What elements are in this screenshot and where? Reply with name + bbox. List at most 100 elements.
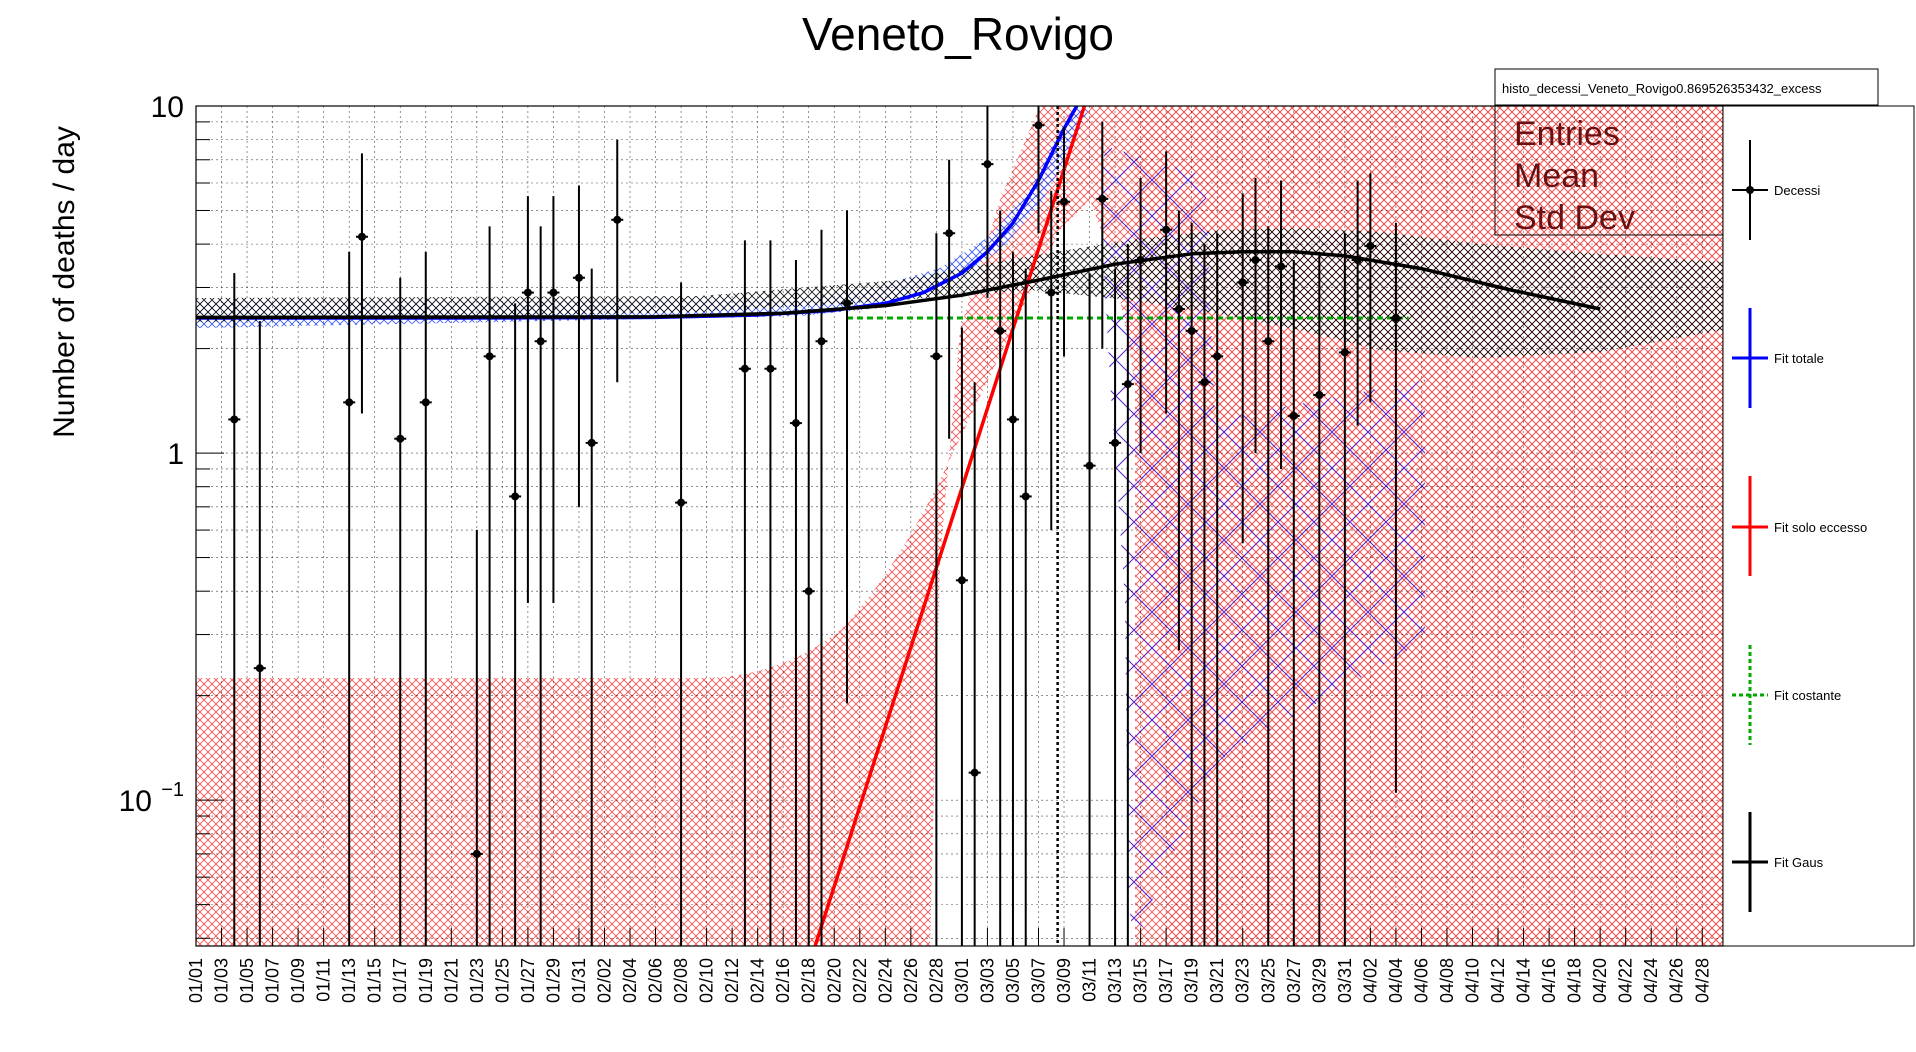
stats-stddev-label: Std Dev bbox=[1514, 199, 1635, 237]
x-tick-label: 03/01 bbox=[952, 958, 972, 1003]
data-point bbox=[485, 352, 494, 361]
data-point bbox=[1277, 262, 1286, 271]
chart-marks bbox=[196, 106, 1601, 946]
data-point bbox=[1174, 305, 1183, 314]
x-tick-label: 03/13 bbox=[1105, 958, 1125, 1003]
data-point bbox=[945, 229, 954, 238]
x-tick-label: 02/14 bbox=[748, 958, 768, 1003]
x-tick-label: 01/03 bbox=[212, 958, 232, 1003]
data-point bbox=[1391, 314, 1400, 323]
data-point bbox=[766, 364, 775, 373]
x-tick-label: 02/16 bbox=[773, 958, 793, 1003]
data-point bbox=[740, 364, 749, 373]
data-point bbox=[345, 398, 354, 407]
x-tick-label: 01/09 bbox=[288, 958, 308, 1003]
data-point bbox=[230, 415, 239, 424]
x-tick-label: 02/02 bbox=[594, 958, 614, 1003]
x-tick-label: 03/15 bbox=[1131, 958, 1151, 1003]
legend-label-fit-totale: Fit totale bbox=[1774, 351, 1824, 366]
x-tick-label: 04/20 bbox=[1590, 958, 1610, 1003]
data-point bbox=[1085, 461, 1094, 470]
x-tick-label: 03/03 bbox=[977, 958, 997, 1003]
data-point bbox=[1162, 225, 1171, 234]
x-tick-label: 03/29 bbox=[1309, 958, 1329, 1003]
x-tick-label: 02/08 bbox=[671, 958, 691, 1003]
data-point bbox=[1123, 380, 1132, 389]
x-tick-label: 02/26 bbox=[901, 958, 921, 1003]
data-point bbox=[396, 434, 405, 443]
x-tick-label: 02/20 bbox=[824, 958, 844, 1003]
legend-label-fit-costante: Fit costante bbox=[1774, 688, 1841, 703]
data-point bbox=[472, 849, 481, 858]
stats-entries-label: Entries bbox=[1514, 115, 1620, 153]
chart-title: Veneto_Rovigo bbox=[802, 8, 1114, 60]
x-tick-label: 04/04 bbox=[1386, 958, 1406, 1003]
x-tick-label: 04/18 bbox=[1565, 958, 1585, 1003]
data-point bbox=[817, 337, 826, 346]
stats-mean-label: Mean bbox=[1514, 157, 1599, 195]
x-tick-label: 03/17 bbox=[1156, 958, 1176, 1003]
x-tick-label: 02/12 bbox=[722, 958, 742, 1003]
data-point bbox=[1098, 194, 1107, 203]
x-tick-label: 01/07 bbox=[263, 958, 283, 1003]
data-point bbox=[1047, 288, 1056, 297]
x-tick-label: 04/06 bbox=[1411, 958, 1431, 1003]
data-point bbox=[1366, 242, 1375, 251]
data-point bbox=[1034, 121, 1043, 130]
data-point bbox=[1289, 411, 1298, 420]
confidence-bands bbox=[196, 106, 1723, 946]
x-tick-label: 03/11 bbox=[1080, 958, 1100, 1002]
x-tick-label: 03/19 bbox=[1182, 958, 1202, 1003]
x-tick-label: 04/22 bbox=[1616, 958, 1636, 1003]
x-tick-label: 04/02 bbox=[1360, 958, 1380, 1003]
data-point bbox=[1315, 391, 1324, 400]
x-tick-label: 01/17 bbox=[390, 958, 410, 1003]
x-tick-label: 02/10 bbox=[697, 958, 717, 1003]
data-point bbox=[1187, 326, 1196, 335]
data-point bbox=[1008, 415, 1017, 424]
data-point bbox=[1340, 348, 1349, 357]
data-point bbox=[549, 288, 558, 297]
x-tick-label: 04/26 bbox=[1667, 958, 1687, 1003]
data-point bbox=[1136, 255, 1145, 264]
data-point bbox=[421, 398, 430, 407]
data-point bbox=[932, 352, 941, 361]
data-point bbox=[1060, 197, 1069, 206]
x-tick-label: 02/22 bbox=[850, 958, 870, 1003]
legend-label-fit-gaus: Fit Gaus bbox=[1774, 855, 1824, 870]
x-tick-label: 02/28 bbox=[926, 958, 946, 1003]
data-point bbox=[1251, 255, 1260, 264]
x-tick-label: 04/28 bbox=[1692, 958, 1712, 1003]
y-tick-label: 10 bbox=[119, 785, 152, 818]
data-point bbox=[1264, 337, 1273, 346]
axes: 01/01 01/03 01/05 01/07 01/09 01/11 01/13 01/15… bbox=[119, 91, 1713, 1003]
x-tick-label: 03/31 bbox=[1335, 958, 1355, 1003]
data-point bbox=[1238, 278, 1247, 287]
data-point bbox=[1111, 438, 1120, 447]
data-point bbox=[983, 160, 992, 169]
y-tick-label: 1 bbox=[167, 438, 184, 471]
stats-box: histo_decessi_Veneto_Rovigo0.86952635343… bbox=[1494, 68, 1879, 237]
data-point bbox=[843, 299, 852, 308]
legend-entry-decessi: Decessi bbox=[1732, 140, 1820, 240]
x-tick-label: 04/14 bbox=[1514, 958, 1534, 1003]
data-point bbox=[804, 587, 813, 596]
legend-entry-fit-costante: Fit costante bbox=[1732, 645, 1841, 745]
x-tick-label: 03/23 bbox=[1233, 958, 1253, 1003]
x-tick-label: 01/01 bbox=[186, 958, 206, 1003]
x-tick-label: 01/11 bbox=[314, 958, 334, 1002]
x-tick-label: 01/31 bbox=[569, 958, 589, 1003]
x-tick-label: 03/07 bbox=[1028, 958, 1048, 1003]
legend-label-decessi: Decessi bbox=[1774, 183, 1820, 198]
x-tick-label: 01/27 bbox=[518, 958, 538, 1003]
data-point bbox=[613, 215, 622, 224]
stats-box-header bbox=[1494, 68, 1879, 106]
data-point bbox=[970, 768, 979, 777]
x-tick-label: 03/09 bbox=[1054, 958, 1074, 1003]
legend-entry-fit-solo-eccesso: Fit solo eccesso bbox=[1732, 476, 1867, 576]
stats-box-name: histo_decessi_Veneto_Rovigo0.86952635343… bbox=[1502, 81, 1822, 96]
legend-entry-fit-totale: Fit totale bbox=[1732, 308, 1824, 408]
x-tick-label: 01/21 bbox=[441, 958, 461, 1003]
legend-marker-decessi bbox=[1746, 186, 1754, 194]
data-point bbox=[957, 576, 966, 585]
